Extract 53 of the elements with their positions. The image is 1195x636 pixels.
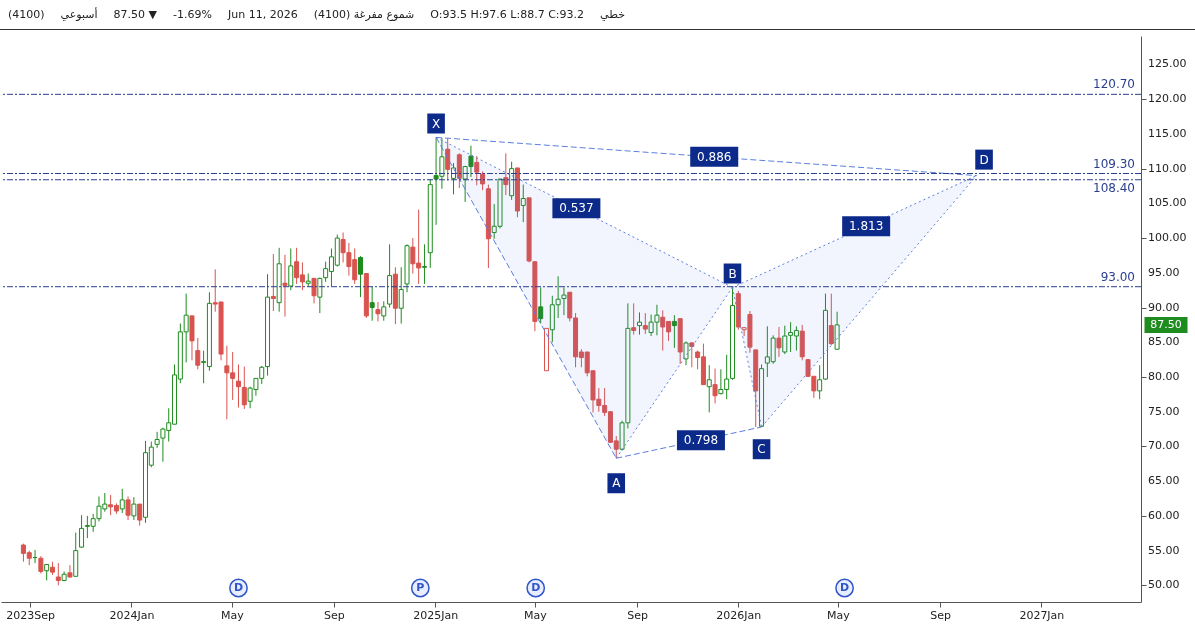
y-tick-label: 65.00 (1148, 474, 1180, 488)
y-tick-label: 95.00 (1148, 265, 1180, 279)
annotation: A (612, 476, 622, 491)
annotation: P (416, 581, 425, 594)
text: (4100) (8, 8, 45, 21)
text: خطي (600, 8, 626, 21)
text: -1.69% (173, 8, 212, 21)
y-tick-label: 60.00 (1148, 508, 1180, 522)
y-tick-label: 100.00 (1148, 231, 1187, 245)
y-tick-label: 105.00 (1148, 196, 1187, 210)
ref-line-label: 93.00 (1100, 269, 1135, 284)
x-tick-label: May (524, 608, 548, 622)
y-tick-label: 120.00 (1148, 92, 1187, 106)
x-tick-label: 2027Jan (1019, 608, 1065, 622)
text: 87.50 ▼ (113, 8, 158, 21)
x-tick-label: Sep (627, 608, 648, 622)
y-tick-label: 50.00 (1148, 578, 1180, 592)
annotation: 0.798 (683, 433, 719, 448)
x-tick-label: 2024Jan (109, 608, 155, 622)
x-tick-label: 2023Sep (6, 608, 55, 622)
y-tick-label: 115.00 (1148, 126, 1187, 140)
annotation: X (431, 116, 441, 131)
annotation: C (757, 442, 766, 457)
annotation: 0.537 (559, 201, 594, 216)
text: Jun 11, 2026 (227, 8, 298, 21)
y-tick-label: 75.00 (1148, 404, 1180, 418)
x-tick-label: Sep (324, 608, 345, 622)
ref-line-label: 120.70 (1093, 77, 1135, 92)
annotation: D (979, 152, 989, 167)
y-tick-label: 110.00 (1148, 161, 1187, 175)
ref-line-label: 109.30 (1093, 156, 1135, 171)
y-tick-label: 85.00 (1148, 335, 1180, 349)
ref-line-label: 108.40 (1093, 180, 1135, 195)
y-tick-label: 80.00 (1148, 369, 1180, 383)
y-tick-label: 55.00 (1148, 543, 1180, 557)
x-tick-label: 2025Jan (413, 608, 459, 622)
annotation: D (531, 581, 541, 594)
x-tick-label: May (220, 608, 245, 622)
x-tick-label: 2026Jan (716, 608, 762, 622)
x-tick-label: Sep (930, 608, 951, 622)
y-tick-label: 125.00 (1148, 57, 1187, 71)
x-tick-label: May (827, 608, 851, 622)
annotation: 1.813 (848, 219, 884, 234)
text: شموع مفرغة (4100) (313, 8, 415, 21)
annotation: D (233, 581, 244, 594)
annotation: 0.886 (697, 149, 732, 164)
text: 87.50 (1150, 317, 1182, 331)
annotation: D (840, 581, 850, 594)
annotation: B (728, 266, 737, 281)
text: أسبوعي (60, 8, 98, 21)
y-tick-label: 90.00 (1148, 300, 1180, 314)
text: O:93.5 H:97.6 L:88.7 C:93.2 (430, 8, 585, 21)
y-tick-label: 70.00 (1148, 439, 1180, 453)
